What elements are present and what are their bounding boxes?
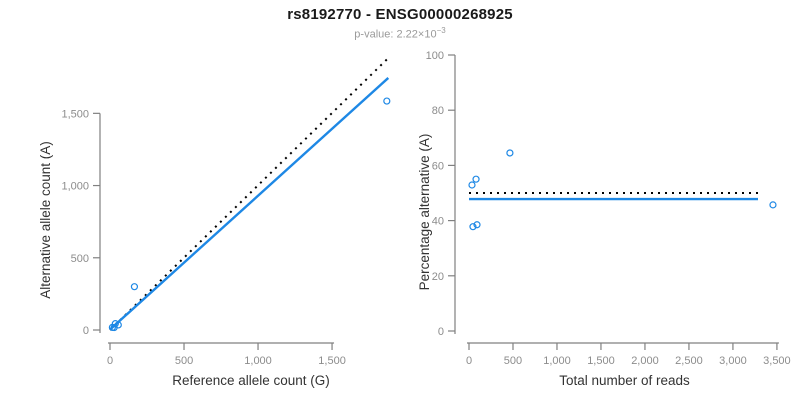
- y-tick-label: 500: [71, 253, 89, 265]
- x-tick-label: 0: [107, 355, 113, 367]
- x-axis-title: Total number of reads: [559, 373, 690, 388]
- allele-counts-plot: 0 500 1,000 1,500 0 500 1,000 1,500 Reference al…: [38, 57, 391, 388]
- y-axis-title: Alternative allele count (A): [38, 141, 53, 299]
- percentage-vs-reads-plot: 0 500 1,000 1,500 2,000 2,500 3,000 3,500 0 20 40 6…: [417, 50, 791, 388]
- x-tick-label: 3,000: [719, 355, 747, 367]
- y-tick-label: 60: [432, 160, 444, 172]
- data-point: [114, 321, 122, 329]
- data-point: [473, 221, 481, 229]
- data-point: [383, 97, 391, 105]
- x-tick-label: 3,500: [763, 355, 791, 367]
- data-point: [472, 175, 480, 183]
- data-point: [506, 149, 514, 157]
- x-tick-label: 500: [504, 355, 522, 367]
- x-tick-label: 2,500: [675, 355, 703, 367]
- pvalue-exponent: −3: [436, 26, 446, 35]
- x-tick-label: 1,500: [318, 355, 346, 367]
- x-axis-title: Reference allele count (G): [172, 373, 330, 388]
- y-tick-label: 40: [432, 216, 444, 228]
- y-tick-label: 100: [426, 50, 444, 62]
- y-tick-label: 1,500: [61, 108, 89, 120]
- x-tick-label: 1,000: [244, 355, 272, 367]
- y-axis-title: Percentage alternative (A): [417, 134, 432, 291]
- x-tick-label: 1,000: [543, 355, 571, 367]
- x-tick-label: 2,000: [631, 355, 659, 367]
- pvalue-text: p-value: 2.22×10: [354, 28, 437, 41]
- data-point: [769, 201, 777, 209]
- figure-title: rs8192770 - ENSG00000268925: [287, 6, 513, 23]
- y-tick-label: 1,000: [61, 181, 89, 193]
- figure-subtitle: p-value: 2.22×10−3: [0, 26, 800, 41]
- x-tick-label: 1,500: [587, 355, 615, 367]
- fit-line: [109, 77, 390, 331]
- y-tick-label: 80: [432, 105, 444, 117]
- x-tick-label: 500: [175, 355, 193, 367]
- x-tick-label: 0: [466, 355, 472, 367]
- y-tick-label: 0: [438, 326, 444, 338]
- data-point: [130, 283, 139, 291]
- data-point: [468, 181, 476, 189]
- identity-line: [109, 57, 389, 331]
- y-tick-label: 0: [83, 325, 89, 337]
- data-point: [469, 223, 477, 231]
- y-tick-label: 20: [432, 271, 444, 283]
